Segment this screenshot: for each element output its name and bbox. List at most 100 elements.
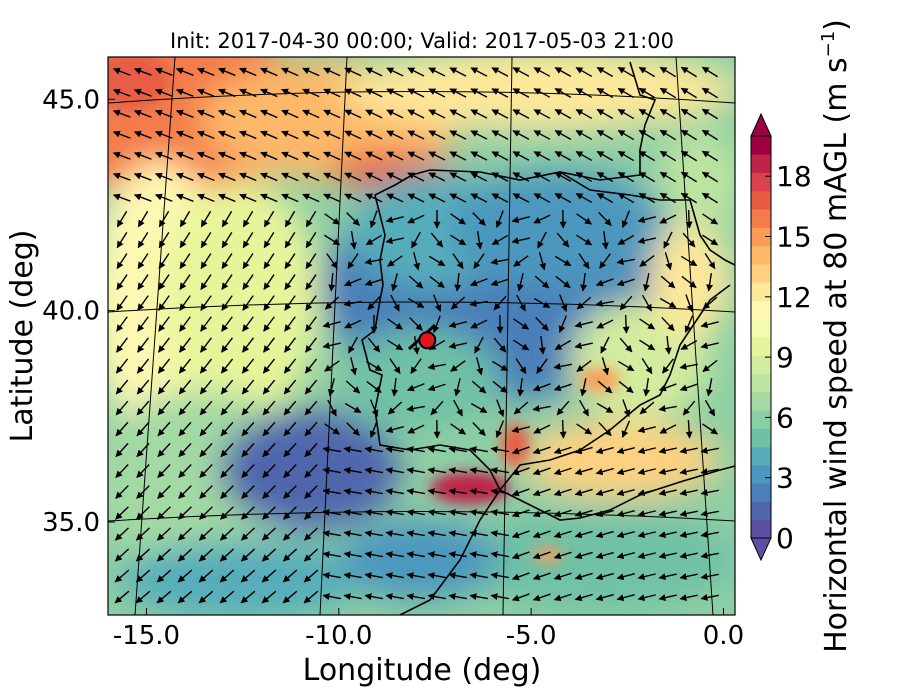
wind-vector-491	[682, 400, 696, 416]
wind-vector-698	[156, 569, 172, 583]
wind-vector-186	[365, 193, 383, 203]
wind-vector-722	[658, 573, 677, 581]
wind-vector-113	[659, 129, 677, 141]
wind-vector-170	[638, 171, 656, 183]
wind-vector-672	[219, 548, 235, 562]
wind-vector-161	[449, 172, 467, 182]
wind-vector-62	[197, 109, 215, 119]
wind-speed-maxima	[108, 57, 620, 563]
wind-vector-677	[322, 551, 341, 558]
colorbar-bin-2	[751, 483, 771, 502]
wind-vector-741	[448, 593, 467, 600]
wind-vector-629	[532, 509, 551, 518]
wind-vector-109	[575, 129, 593, 141]
wind-vector-615	[241, 506, 255, 520]
wind-vector-488	[622, 399, 631, 418]
wind-vector-617	[283, 506, 297, 520]
wind-vector-440	[220, 379, 234, 395]
wind-vector-112	[638, 129, 656, 141]
wind-vector-65	[260, 109, 278, 119]
wind-vector-369	[558, 315, 568, 333]
wind-vector-462	[679, 383, 698, 392]
wind-vector-510	[472, 422, 486, 436]
wind-vector-456	[553, 383, 572, 392]
wind-vector-438	[178, 379, 192, 395]
wind-vector-721	[637, 573, 656, 581]
wind-vector-678	[343, 551, 362, 558]
wind-vector-679	[364, 551, 383, 558]
wind-vector-54	[638, 87, 656, 99]
wind-vector-554	[178, 463, 192, 479]
wind-vector-526	[199, 442, 213, 458]
wind-vector-684	[469, 551, 488, 558]
wind-vector-43	[407, 88, 425, 98]
wind-vector-693	[658, 552, 677, 560]
wind-vector-436	[136, 379, 150, 395]
wind-vector-524	[157, 442, 171, 458]
wind-vector-390	[387, 339, 404, 351]
wind-vector-64	[239, 109, 257, 119]
wind-vector-689	[574, 551, 593, 560]
colorbar-bin-15	[751, 245, 771, 265]
y-tick-label-0: 35.0	[42, 508, 100, 538]
wind-vector-228	[637, 216, 656, 224]
wind-vector-726	[135, 590, 151, 604]
wind-vector-273	[364, 258, 383, 265]
y-tick-label-2: 45.0	[42, 85, 100, 115]
wind-vector-728	[177, 590, 193, 604]
wind-vector-663	[637, 531, 656, 539]
wind-vector-751	[658, 594, 677, 602]
wind-vector-135	[512, 151, 530, 161]
wind-vector-593	[385, 488, 404, 495]
wind-vector-536	[406, 446, 425, 453]
wind-vector-73	[428, 109, 446, 119]
wind-vector-329	[324, 296, 340, 310]
wind-vector-140	[617, 150, 635, 162]
wind-vector-748	[595, 593, 614, 602]
wind-vector-474	[327, 399, 337, 417]
wind-vector-284	[599, 253, 611, 269]
wind-vector-485	[556, 400, 570, 416]
wind-vector-131	[428, 151, 446, 161]
wind-vector-620	[343, 509, 362, 516]
chart-title: Init: 2017-04-30 00:00; Valid: 2017-05-0…	[170, 29, 674, 53]
wind-vector-344	[641, 294, 653, 312]
wind-vector-368	[535, 317, 549, 331]
wind-vector-632	[595, 509, 614, 518]
wind-vector-458	[597, 380, 613, 394]
wind-vector-151	[239, 172, 257, 182]
wind-vector-662	[616, 531, 635, 539]
colorbar-bin-1	[751, 501, 771, 521]
wind-vector-300	[328, 272, 336, 292]
wind-vector-567	[448, 467, 467, 474]
wind-vector-245	[385, 237, 404, 244]
wind-vector-227	[621, 210, 631, 228]
wind-vector-145	[112, 172, 131, 181]
wind-vector-274	[387, 255, 403, 267]
wind-vector-481	[470, 402, 488, 414]
wind-vector-585	[220, 485, 234, 499]
wind-vector-373	[639, 318, 656, 330]
wind-vector-384	[262, 337, 276, 353]
wind-vector-45	[449, 88, 467, 98]
wind-vector-687	[532, 551, 551, 560]
wind-vector-437	[157, 379, 171, 395]
wind-vector-570	[511, 467, 530, 476]
wind-vector-402	[639, 339, 656, 351]
wind-vector-571	[532, 467, 551, 476]
wind-vector-718	[574, 572, 593, 581]
wind-vector-133	[470, 151, 488, 161]
wind-vector-345	[659, 297, 677, 309]
wind-vector-424	[491, 360, 509, 372]
wind-vector-335	[450, 296, 466, 310]
wind-vector-400	[600, 336, 610, 354]
colorbar-tick-label-3: 9	[776, 341, 794, 374]
wind-vector-455	[532, 383, 551, 392]
wind-vector-243	[349, 231, 357, 250]
wind-vector-342	[595, 300, 614, 307]
wind-vector-223	[533, 214, 551, 224]
wind-vector-250	[491, 234, 509, 246]
wind-vector-84	[659, 108, 677, 120]
wind-vector-635	[658, 510, 677, 518]
wind-vector-442	[262, 379, 276, 395]
